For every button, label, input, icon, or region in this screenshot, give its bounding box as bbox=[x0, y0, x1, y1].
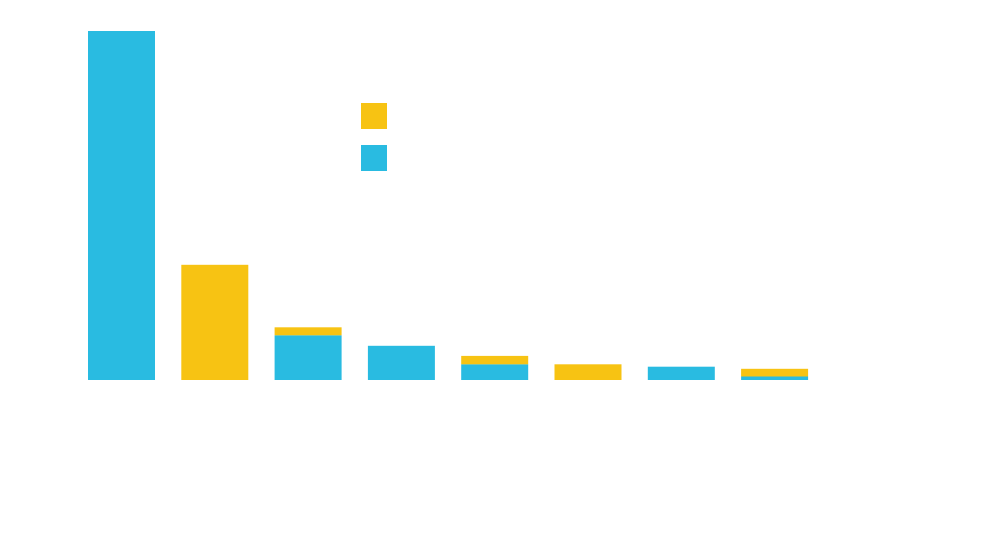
bar-series1-8 bbox=[741, 376, 809, 380]
bar-series2-6 bbox=[554, 364, 622, 380]
bar-series1-3 bbox=[274, 335, 342, 380]
bar-series1-5 bbox=[461, 364, 529, 380]
bar-series2-3 bbox=[274, 327, 342, 336]
legend-swatch-series2 bbox=[361, 103, 387, 129]
bar-series1-4 bbox=[367, 345, 435, 380]
bar-series2-8 bbox=[741, 368, 809, 377]
bar-series1-1 bbox=[88, 31, 155, 380]
bar-series2-5 bbox=[461, 355, 529, 365]
bar-series2-2 bbox=[181, 264, 249, 380]
bar-series1-7 bbox=[647, 366, 715, 380]
bars-layer bbox=[88, 31, 809, 380]
legend-swatch-series1 bbox=[361, 145, 387, 171]
legend bbox=[361, 103, 387, 171]
